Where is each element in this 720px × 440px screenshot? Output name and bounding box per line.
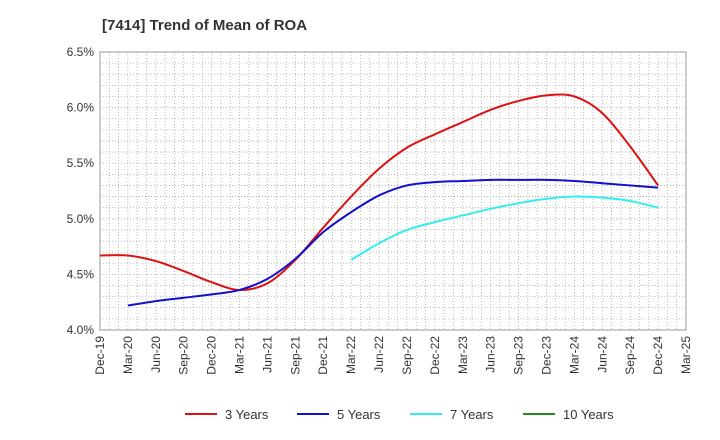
x-tick-label: Jun-20 bbox=[149, 336, 163, 373]
x-tick-label: Jun-23 bbox=[484, 336, 498, 373]
series-lines bbox=[99, 93, 659, 307]
x-tick-label: Dec-22 bbox=[428, 336, 442, 375]
x-tick-label: Jun-24 bbox=[595, 336, 609, 373]
legend-label: 3 Years bbox=[225, 407, 269, 422]
y-tick-label: 5.5% bbox=[67, 156, 95, 170]
y-tick-label: 5.0% bbox=[67, 212, 95, 226]
x-tick-label: Dec-21 bbox=[316, 336, 330, 375]
legend-label: 5 Years bbox=[337, 407, 381, 422]
y-tick-label: 6.5% bbox=[67, 45, 95, 59]
x-tick-label: Mar-21 bbox=[233, 336, 247, 374]
x-axis-tick-labels: Dec-19 Mar-20 Jun-20 Sep-20 Dec-20 Mar-21 Jun-… bbox=[93, 336, 693, 375]
x-tick-label: Dec-19 bbox=[93, 336, 107, 375]
legend-label: 7 Years bbox=[450, 407, 494, 422]
plot-area bbox=[99, 51, 687, 331]
x-tick-label: Sep-23 bbox=[512, 336, 526, 375]
x-tick-label: Mar-20 bbox=[121, 336, 135, 374]
x-tick-label: Sep-21 bbox=[288, 336, 302, 375]
x-tick-label: Dec-20 bbox=[205, 336, 219, 375]
legend: 3 Years 5 Years 7 Years 10 Years bbox=[185, 407, 614, 422]
y-tick-label: 4.5% bbox=[67, 267, 95, 281]
series-line-7-years bbox=[350, 195, 659, 261]
y-tick-label: 4.0% bbox=[67, 323, 95, 337]
x-tick-label: Mar-23 bbox=[456, 336, 470, 374]
series-line-3-years bbox=[99, 93, 659, 291]
x-tick-label: Jun-22 bbox=[372, 336, 386, 373]
x-tick-label: Mar-24 bbox=[567, 336, 581, 374]
legend-label: 10 Years bbox=[563, 407, 614, 422]
x-tick-label: Dec-24 bbox=[651, 336, 665, 375]
y-tick-label: 6.0% bbox=[67, 101, 95, 115]
x-tick-label: Mar-22 bbox=[344, 336, 358, 374]
x-tick-label: Dec-23 bbox=[539, 336, 553, 375]
x-tick-label: Jun-21 bbox=[260, 336, 274, 373]
y-axis-tick-labels: 4.0% 4.5% 5.0% 5.5% 6.0% 6.5% bbox=[67, 45, 95, 337]
chart-title: [7414] Trend of Mean of ROA bbox=[102, 17, 307, 34]
x-tick-label: Sep-24 bbox=[623, 336, 637, 375]
x-tick-label: Mar-25 bbox=[679, 336, 693, 374]
x-tick-label: Sep-22 bbox=[400, 336, 414, 375]
x-tick-label: Sep-20 bbox=[177, 336, 191, 375]
series-line-5-years bbox=[127, 178, 659, 307]
